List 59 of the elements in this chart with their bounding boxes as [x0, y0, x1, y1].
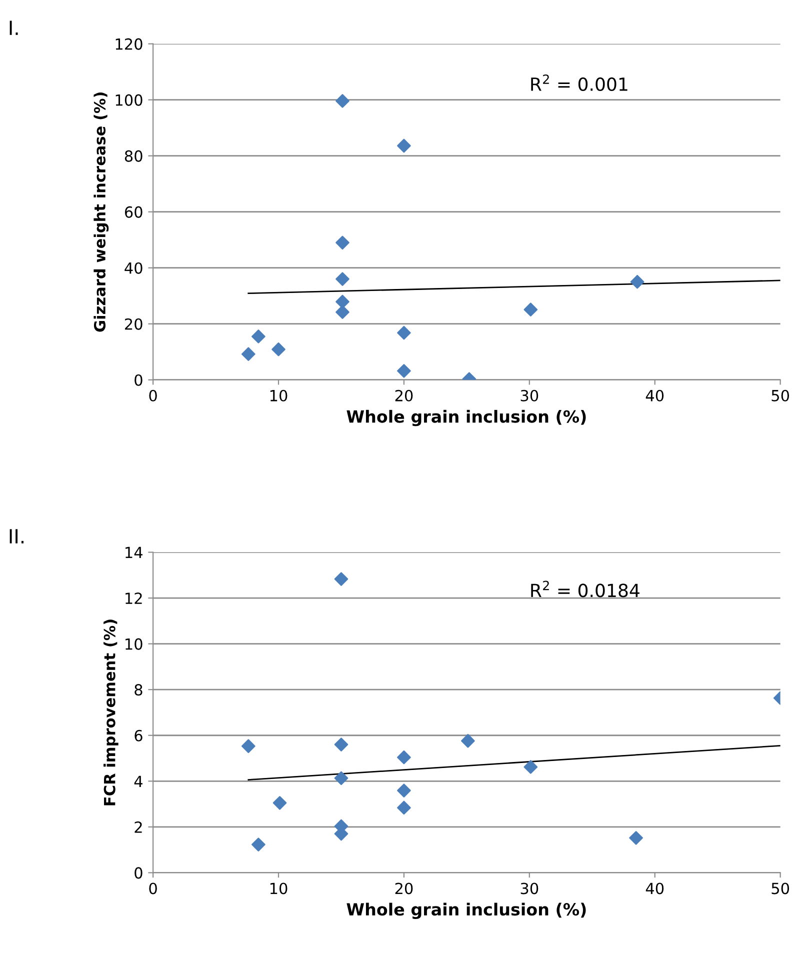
y-tick-label: 0: [134, 867, 142, 879]
y-axis-title: Gizzard weight increase (%): [94, 92, 109, 332]
x-tick-label: 10: [270, 390, 288, 402]
point: [252, 838, 266, 852]
x-tick-label: 20: [395, 390, 413, 402]
y-tick-label: 12: [126, 592, 142, 604]
x-tick-label: 50: [772, 882, 790, 894]
y-tick-label: 2: [134, 821, 142, 833]
annotation: R$^{2}$ = 0.0184: [531, 580, 640, 598]
y-axis-title: FCR improvement (%): [104, 620, 118, 806]
point: [334, 771, 348, 786]
point: [336, 94, 350, 108]
x-tick-label: 30: [520, 390, 538, 402]
point: [272, 342, 286, 356]
y-tick-label: 60: [124, 206, 142, 218]
point: [461, 734, 475, 748]
point: [336, 236, 350, 250]
point: [630, 274, 644, 289]
point: [336, 305, 350, 319]
point: [336, 272, 350, 286]
point: [252, 330, 266, 344]
x-tick-label: 50: [772, 390, 790, 402]
y-tick-label: 80: [124, 150, 142, 162]
y-tick-label: 120: [116, 38, 142, 50]
text: II.: [10, 529, 24, 544]
y-tick-label: 6: [134, 730, 142, 742]
x-tick-label: 0: [149, 882, 157, 894]
text: I.: [10, 20, 18, 35]
x-axis-title: Whole grain inclusion (%): [346, 410, 586, 426]
point: [629, 831, 643, 845]
y-tick-label: 4: [134, 776, 142, 787]
point: [334, 572, 348, 586]
y-tick-label: 14: [126, 546, 142, 558]
x-tick-label: 30: [520, 882, 538, 894]
point: [397, 750, 411, 764]
point: [397, 364, 411, 378]
y-tick-label: 10: [126, 638, 142, 650]
y-tick-label: 20: [125, 318, 142, 330]
point: [397, 784, 411, 798]
point: [397, 326, 411, 340]
point: [397, 800, 411, 815]
x-tick-label: 10: [270, 882, 288, 894]
y-tick-label: 8: [134, 684, 142, 696]
x-axis-title: Whole grain inclusion (%): [346, 902, 586, 920]
y-tick-label: 40: [124, 262, 142, 274]
y-tick-label: 0: [134, 374, 142, 386]
point: [334, 738, 348, 752]
point: [524, 302, 538, 316]
point: [241, 739, 256, 754]
point: [241, 347, 256, 362]
x-tick-label: 20: [395, 882, 413, 894]
point: [397, 138, 411, 153]
annotation: R$^{2}$ = 0.001: [531, 74, 628, 91]
x-tick-label: 0: [149, 390, 157, 402]
point: [272, 796, 287, 810]
x-tick-label: 40: [646, 390, 664, 402]
point: [524, 760, 538, 774]
x-tick-label: 40: [646, 882, 664, 894]
y-tick-label: 100: [116, 94, 142, 106]
